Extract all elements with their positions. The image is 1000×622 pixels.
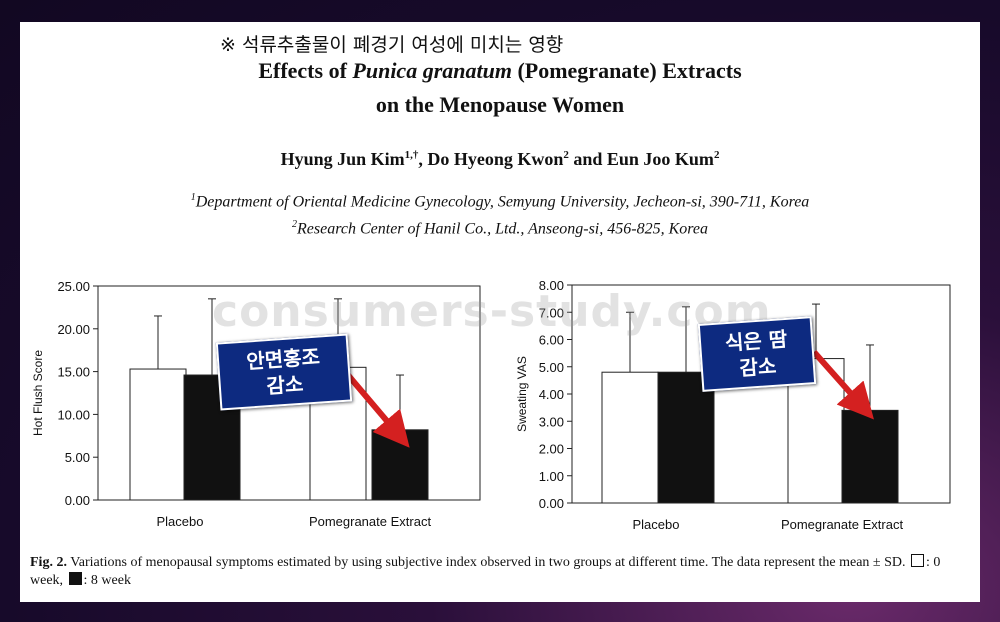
affiliation-2: 2Research Center of Hanil Co., Ltd., Ans… xyxy=(20,219,980,238)
hot-flush-category-label-0: Placebo xyxy=(157,514,204,529)
author-3-sup: 2 xyxy=(713,149,720,161)
chart-sweating: 0.00 1.00 2.00 3.00 4.00 5.00 6.00 7.00 8.00 Swea… xyxy=(515,278,951,532)
paper-title-post: (Pomegranate) Extracts xyxy=(511,58,742,83)
authors: Hyung Jun Kim1,†, Do Hyeong Kwon2 and Eu… xyxy=(20,149,980,170)
legend-filled-square-icon xyxy=(68,572,82,585)
callout-hot-flush: 안면홍조 감소 xyxy=(215,333,353,411)
hot-flush-ytick-label-5: 25.00 xyxy=(57,279,90,294)
affiliation-1-sup: 1 xyxy=(190,192,196,203)
caption-legend-open: : 0 week, xyxy=(30,555,941,588)
hot-flush-ylabel: Hot Flush Score xyxy=(31,350,45,436)
watermark: consumers-study.com xyxy=(212,286,772,337)
author-1: Hyung Jun Kim xyxy=(280,149,405,169)
sweating-category-label-1: Pomegranate Extract xyxy=(781,517,904,532)
author-2-sup: 2 xyxy=(563,149,569,161)
sweating-ytick-label-3: 3.00 xyxy=(539,414,564,429)
hot-flush-ytick-label-2: 10.00 xyxy=(57,407,90,422)
sweating-ytick-label-5: 5.00 xyxy=(539,360,564,375)
affiliation-1: 1Department of Oriental Medicine Gynecol… xyxy=(20,192,980,211)
callout-sweating: 식은 땀 감소 xyxy=(697,316,817,392)
paper-title-line1: Effects of Punica granatum (Pomegranate)… xyxy=(20,58,980,84)
paper-title-line2: on the Menopause Women xyxy=(375,92,625,117)
affiliation-1-text: Department of Oriental Medicine Gynecolo… xyxy=(195,193,810,211)
author-1-sup: 1,† xyxy=(404,149,419,161)
hot-flush-bar-0-0 xyxy=(129,368,187,501)
sweating-ytick-label-6: 6.00 xyxy=(539,333,564,348)
sweating-ytick-label-2: 2.00 xyxy=(539,442,564,457)
paper-title-pre: Effects of xyxy=(258,58,353,83)
hot-flush-ytick-label-1: 5.00 xyxy=(65,450,90,465)
hot-flush-plot-frame xyxy=(97,285,481,501)
sweating-category-label-0: Placebo xyxy=(633,517,680,532)
affiliation-2-text: Research Center of Hanil Co., Ltd., Anse… xyxy=(297,220,708,238)
sweating-bar-0-0 xyxy=(601,371,659,504)
sweating-ytick-label-0: 0.00 xyxy=(539,496,564,511)
paper-title-species: Punica granatum xyxy=(352,58,512,83)
sweating-ytick-label-1: 1.00 xyxy=(539,469,564,484)
hot-flush-category-label-1: Pomegranate Extract xyxy=(309,514,432,529)
hot-flush-ytick-label-4: 20.00 xyxy=(57,322,90,337)
sweating-bar-0-1 xyxy=(657,371,715,504)
sweating-bar-1-1 xyxy=(841,409,899,504)
charts-canvas: 0.00 5.00 10.00 15.00 20.00 25.00 Hot Flush Sc… xyxy=(31,278,951,532)
arrow-sweating xyxy=(811,350,874,420)
sweating-ylabel: Sweating VAS xyxy=(515,356,529,432)
figure-caption: Fig. 2. Variations of menopausal symptom… xyxy=(30,554,975,590)
slide: ※ 석류추출물이 폐경기 여성에 미치는 영향 Effects of Punic… xyxy=(20,22,980,602)
author-2: , Do Hyeong Kwon xyxy=(418,149,564,169)
hot-flush-bar-1-1 xyxy=(371,429,429,501)
sweating-ytick-label-8: 8.00 xyxy=(539,278,564,293)
caption-fig-label: Fig. 2. xyxy=(30,555,67,570)
legend-open-square-icon xyxy=(911,554,925,567)
korean-title: ※ 석류추출물이 폐경기 여성에 미치는 영향 xyxy=(220,34,564,56)
hot-flush-ytick-label-3: 15.00 xyxy=(57,365,90,380)
arrow-hot-flush xyxy=(339,366,410,448)
sweating-ytick-label-4: 4.00 xyxy=(539,387,564,402)
affiliation-2-sup: 2 xyxy=(292,219,298,230)
hot-flush-ytick-label-0: 0.00 xyxy=(65,493,90,508)
caption-legend-fill: : 8 week xyxy=(83,573,131,588)
sweating-ytick-label-7: 7.00 xyxy=(539,305,564,320)
caption-text: Variations of menopausal symptoms estima… xyxy=(66,555,906,570)
author-3: and Eun Joo Kum xyxy=(568,149,714,169)
